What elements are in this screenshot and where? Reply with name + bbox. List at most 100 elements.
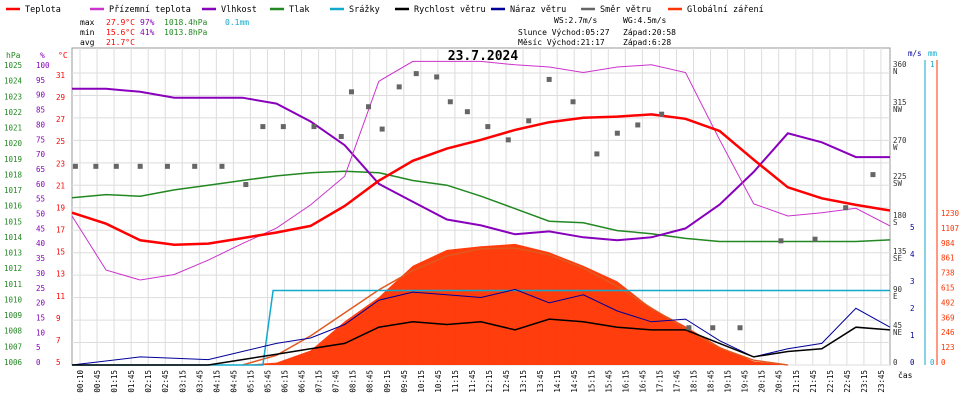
axis-x-tick: 17:45	[672, 370, 681, 393]
wind-direction-point	[614, 130, 620, 136]
axis-pct-tick: 60	[36, 180, 46, 189]
axis-pct-tick: 5	[36, 343, 41, 352]
axis-rad-tick: 1107	[941, 224, 959, 233]
axis-temp-tick: 27	[56, 115, 65, 124]
axis-x-tick: 01:45	[127, 370, 136, 393]
info-1: WG:4.5m/s	[623, 16, 667, 25]
wind-direction-point	[311, 124, 317, 130]
axis-pct-tick: 75	[36, 135, 45, 144]
axis-pct-tick: 15	[36, 313, 45, 322]
axis-temp-tick: 23	[56, 159, 65, 168]
axis-x-tick: 11:45	[468, 370, 477, 393]
axis-pct-tick: 85	[36, 106, 45, 115]
axis-x-tick: 19:15	[724, 370, 733, 393]
axis-rad-tick: 738	[941, 269, 955, 278]
axis-dir-tick: SW	[893, 179, 903, 188]
info-0: WS:2.7m/s	[554, 16, 598, 25]
wind-direction-point	[338, 134, 344, 140]
ground-temperature-line	[71, 60, 891, 281]
axis-x-tick: 20:15	[758, 370, 767, 393]
wind-direction-point	[710, 325, 716, 331]
wind-direction-point	[396, 84, 402, 90]
legend-label-zareni: Globální záření	[687, 5, 764, 15]
axis-x-tick: 22:15	[826, 370, 835, 393]
axis-pct-tick: 30	[36, 269, 46, 278]
axis-x-tick: 07:45	[332, 370, 341, 393]
stats-label-min: min	[80, 28, 95, 37]
axis-pct-tick: 35	[36, 254, 45, 263]
wind-direction-point	[434, 74, 440, 80]
stats-block: max 27.9°C 97% 1018.4hPa 0.1mm min 15.6°C 41% 10…	[80, 18, 249, 47]
wind-direction-point	[659, 111, 665, 117]
wind-direction-point	[72, 163, 78, 169]
axis-x-tick: 02:45	[161, 370, 170, 393]
axis-x-tick: 16:45	[638, 370, 647, 393]
axis-x-tick: 20:45	[775, 370, 784, 393]
axis-dir-tick: SE	[893, 254, 903, 263]
axis-pct-tick: 80	[36, 120, 46, 129]
axis-x-tick: 22:45	[843, 370, 852, 393]
axis-hpa-tick: 1011	[4, 280, 22, 289]
axis-x-tick: 14:45	[570, 370, 579, 393]
axis-hpa-tick: 1020	[4, 139, 23, 148]
axis-dir-tick: N	[893, 67, 898, 76]
wind-direction-point	[379, 126, 385, 132]
axis-ms-tick: 4	[910, 250, 915, 259]
stats-min-vlhkost: 41%	[140, 28, 155, 37]
axis-rad-tick: 1230	[941, 209, 960, 218]
axis-x-tick: 21:45	[809, 370, 818, 393]
info-2: Slunce Východ:05:27	[518, 28, 610, 37]
wind-direction-point	[635, 122, 641, 128]
wind-direction-point	[366, 104, 372, 110]
humidity-line	[72, 87, 890, 242]
axis-x-tick: 12:45	[502, 370, 511, 393]
legend-label-vlhkost: Vlhkost	[221, 5, 257, 15]
stats-label-max: max	[80, 18, 95, 27]
axis-x-label: čas	[898, 370, 913, 380]
axes: hPa1025102410231022102110201019101810171…	[4, 49, 960, 393]
axis-pct-tick: 65	[36, 165, 45, 174]
axis-x-tick: 08:45	[366, 370, 375, 393]
wind-direction-point	[348, 89, 354, 95]
axis-x-tick: 19:45	[741, 370, 750, 393]
wind-direction-series	[72, 71, 876, 331]
axis-hpa-tick: 1024	[4, 77, 23, 86]
axis-x-tick: 21:15	[792, 370, 801, 393]
axis-rad-tick: 369	[941, 313, 955, 322]
pressure-line	[71, 170, 891, 243]
axis-x-tick: 04:15	[212, 370, 221, 393]
axis-pct-tick: 90	[36, 91, 46, 100]
axis-hpa-tick: 1025	[4, 61, 22, 70]
axis-rad-tick: 246	[941, 328, 955, 337]
wind-direction-point	[243, 182, 249, 188]
info-4: Měsíc Východ:21:17	[518, 38, 605, 47]
stats-avg-teplota: 21.7°C	[106, 38, 135, 47]
axis-pct-tick: 100	[36, 61, 50, 70]
axis-hpa-tick: 1017	[4, 186, 22, 195]
axis-x-tick: 05:15	[246, 370, 255, 393]
axis-x-tick: 02:15	[144, 370, 153, 393]
axis-ms-tick: 5	[910, 223, 915, 232]
axis-x-tick: 23:15	[860, 370, 869, 393]
axis-rad-tick: 123	[941, 343, 955, 352]
axis-x-tick: 18:15	[690, 370, 699, 393]
info-3: Západ:20:58	[623, 28, 676, 37]
axis-hpa-tick: 1015	[4, 217, 22, 226]
axis-dir-tick: 90	[893, 285, 903, 294]
axis-dir-tick: 180	[893, 211, 907, 220]
axis-temp-tick: 31	[56, 71, 65, 80]
axis-rad-tick: 492	[941, 298, 955, 307]
legend-label-srazky: Srážky	[349, 5, 380, 15]
axis-dir-tick: 360	[893, 60, 907, 69]
axis-x-tick: 13:15	[519, 370, 528, 393]
axis-ms-tick: 2	[910, 304, 915, 313]
axis-x-tick: 12:15	[485, 370, 494, 393]
stats-max-vlhkost: 97%	[140, 18, 155, 27]
axis-x-tick: 04:45	[229, 370, 238, 393]
axis-mm-tick: 1	[930, 60, 935, 69]
sun-moon-info: WS:2.7m/s WG:4.5m/s Slunce Východ:05:27 Záp…	[518, 16, 676, 47]
wind-direction-point	[137, 163, 143, 169]
axis-pct-tick: 95	[36, 76, 45, 85]
stats-label-avg: avg	[80, 38, 95, 47]
